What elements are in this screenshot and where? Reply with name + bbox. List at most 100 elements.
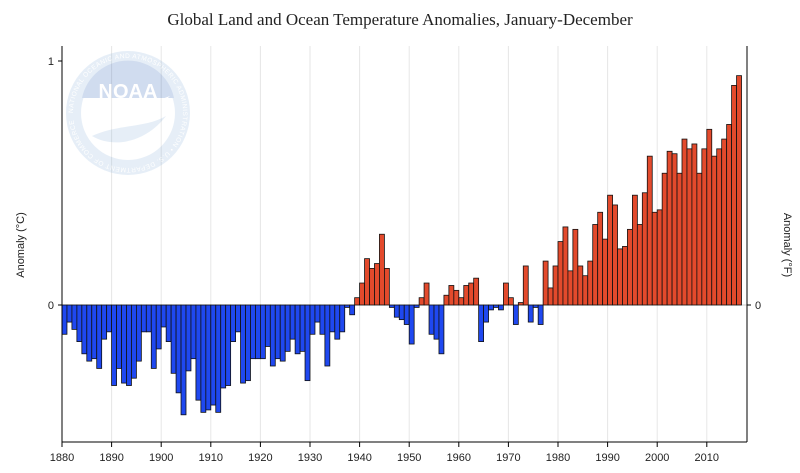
bar-1960 [458,297,465,306]
bar-1973 [522,265,529,306]
bar-1903 [175,304,182,394]
bar-2000 [656,209,663,306]
bar-1926 [289,304,296,340]
bar-1888 [101,304,108,340]
noaa-logo: NOAA NATIONAL OCEANIC AND ATMOSPHERIC AD… [66,51,190,175]
bar-2002 [666,150,673,306]
bar-1998 [646,155,653,306]
bar-1976 [537,304,544,325]
bar-1912 [220,304,227,389]
x-tick-label: 1930 [298,452,322,464]
bar-2005 [681,138,688,306]
bar-1904 [180,304,187,416]
bar-1908 [200,304,207,413]
bar-1968 [498,304,504,311]
bar-1987 [592,224,599,306]
x-tick-label: 1900 [149,452,173,464]
x-tick-label: 1910 [199,452,223,464]
bar-1934 [329,304,336,333]
bar-1930 [309,304,316,335]
bar-1989 [602,238,609,306]
bar-1986 [587,260,594,306]
bar-1887 [96,304,103,369]
bar-1937 [344,304,351,308]
bar-1982 [567,270,574,306]
bars [61,75,742,416]
bar-1882 [71,304,78,330]
bar-2003 [671,153,678,306]
bar-1979 [552,265,559,306]
bar-1933 [324,304,331,367]
bar-2008 [696,172,703,306]
bar-1921 [264,304,271,347]
bar-1955 [433,304,440,340]
bar-1894 [131,304,137,379]
bar-1996 [636,224,643,306]
bar-1890 [111,304,117,386]
noaa-logo-text: NOAA [99,81,158,103]
bar-1944 [379,233,385,306]
bar-1919 [255,304,261,360]
bar-1898 [150,304,157,369]
bar-2007 [691,143,698,306]
bar-1924 [279,304,286,362]
bar-1928 [299,304,306,352]
bar-1899 [155,304,162,350]
bar-1977 [542,260,549,306]
bar-1891 [116,304,122,369]
bar-1893 [126,304,132,386]
bar-1935 [334,304,341,340]
bar-2010 [706,128,713,306]
bar-1985 [582,275,589,306]
bar-2013 [721,138,728,306]
bar-1994 [627,228,633,306]
bar-1951 [413,304,420,308]
bar-1948 [398,304,405,321]
bar-1975 [532,304,539,308]
bar-2015 [731,85,737,306]
bar-1917 [245,304,251,382]
bar-1965 [483,304,489,323]
bar-1918 [250,304,256,360]
bar-1980 [557,241,564,306]
bar-1978 [547,287,554,306]
bar-1923 [274,304,281,360]
bar-1942 [369,267,375,306]
bar-1902 [170,304,177,374]
bar-1892 [121,304,127,384]
bar-2009 [701,148,708,306]
bar-1992 [617,248,623,306]
x-tick-label: 1890 [99,452,123,464]
bar-1881 [66,304,73,323]
bar-1981 [562,226,569,306]
bar-1940 [359,282,365,306]
bar-1925 [284,304,291,352]
bar-1959 [453,289,460,306]
bar-1927 [294,304,301,355]
bar-1974 [527,304,534,323]
bar-2001 [661,172,668,306]
bar-1922 [269,304,276,367]
bar-1916 [240,304,246,384]
bar-1970 [507,297,514,306]
x-tick-label: 1980 [546,452,570,464]
bar-1905 [185,304,192,372]
bar-1941 [364,258,370,306]
y-left-tick-label: 0 [48,300,54,312]
y-axis-right-title: Anomaly (°F) [781,213,793,277]
bar-1897 [145,304,152,333]
chart-title: Global Land and Ocean Temperature Anomal… [167,10,633,29]
bar-1914 [230,304,236,342]
x-tick-label: 1940 [347,452,371,464]
x-tick-label: 1960 [447,452,471,464]
bar-1953 [423,282,430,306]
x-tick-label: 1920 [248,452,272,464]
bar-1931 [314,304,321,323]
bar-1952 [418,297,425,306]
bar-1983 [572,228,579,306]
bar-1889 [106,304,112,333]
bar-1895 [135,304,142,362]
bar-1915 [235,304,241,333]
bar-1885 [86,304,93,362]
